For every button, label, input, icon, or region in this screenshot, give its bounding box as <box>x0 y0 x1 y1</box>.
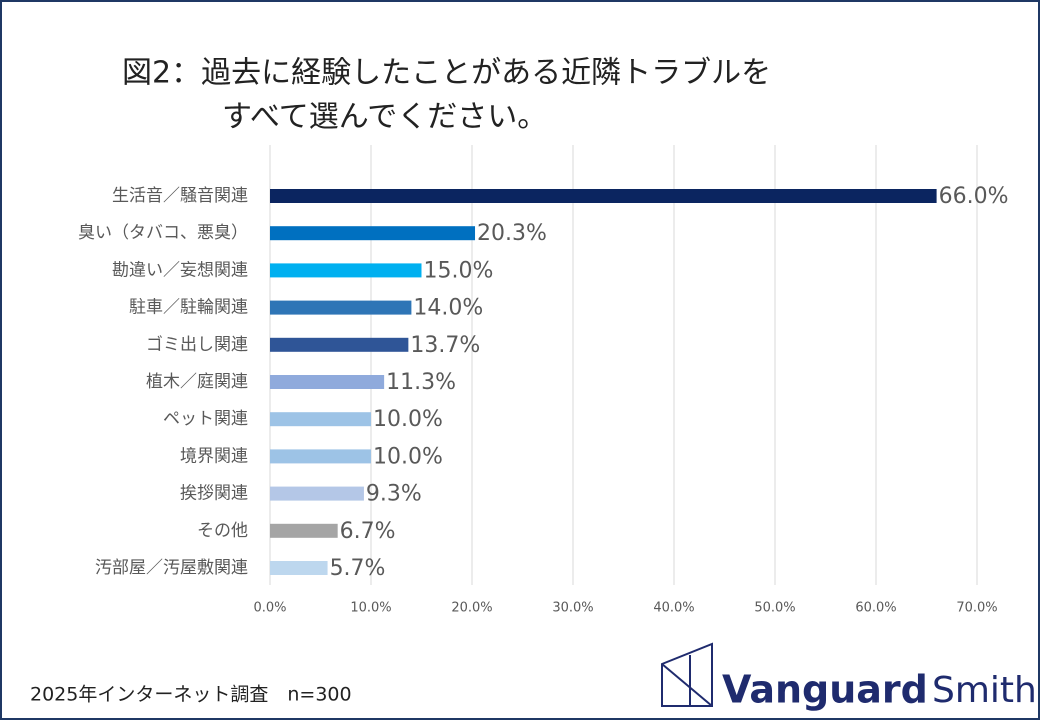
y-tick-label: 植木／庭関連 <box>146 372 248 392</box>
y-tick-label: 生活音／騒音関連 <box>112 186 248 206</box>
value-label: 15.0% <box>424 258 494 283</box>
value-label: 10.0% <box>373 407 443 432</box>
y-tick-label: 勘違い／妄想関連 <box>112 260 248 280</box>
bar <box>270 337 409 352</box>
x-tick-label: 10.0% <box>350 601 391 616</box>
value-label: 14.0% <box>413 296 483 321</box>
chart-title: すべて選んでください。 <box>222 100 547 135</box>
logo-icon <box>661 642 713 707</box>
y-tick-label: 挨拶関連 <box>180 484 248 504</box>
bar <box>270 523 338 538</box>
x-tick-label: 0.0% <box>253 601 286 616</box>
logo-icon <box>661 663 713 707</box>
bar <box>270 226 476 241</box>
bar <box>270 449 371 464</box>
bar <box>270 375 385 389</box>
value-label: 5.7% <box>330 556 386 581</box>
value-label: 11.3% <box>386 370 456 395</box>
value-label: 20.3% <box>477 221 547 246</box>
bar <box>270 263 422 278</box>
logo-text: Vanguard <box>722 668 928 712</box>
y-tick-label: ペット関連 <box>163 409 248 429</box>
value-label: 13.7% <box>410 333 480 358</box>
x-tick-label: 20.0% <box>451 601 492 616</box>
logo: Vanguard Smith <box>661 642 1037 712</box>
y-tick-label: 汚部屋／汚屋敷関連 <box>95 558 248 578</box>
bar <box>270 300 412 315</box>
chart-title: 図2：過去に経験したことがある近隣トラブルを <box>122 56 771 91</box>
logo-text: Smith <box>932 670 1037 711</box>
bar <box>270 189 937 203</box>
x-tick-label: 30.0% <box>552 601 593 616</box>
y-tick-label: 駐車／駐輪関連 <box>129 298 248 318</box>
x-tick-label: 70.0% <box>956 601 997 616</box>
y-tick-label: 境界関連 <box>180 446 248 466</box>
x-tick-label: 50.0% <box>754 601 795 616</box>
value-label: 6.7% <box>340 519 396 544</box>
bar <box>270 486 364 501</box>
x-tick-label: 40.0% <box>653 601 694 616</box>
y-tick-label: 臭い（タバコ、悪臭） <box>78 223 248 243</box>
footer: 2025年インターネット調査 n=300 <box>30 684 352 706</box>
bar <box>270 561 328 575</box>
value-label: 10.0% <box>373 444 443 469</box>
y-tick-label: その他 <box>197 521 248 541</box>
y-tick-label: ゴミ出し関連 <box>146 334 248 355</box>
x-tick-label: 60.0% <box>855 601 896 616</box>
value-label: 66.0% <box>939 184 1009 209</box>
value-label: 9.3% <box>366 482 422 507</box>
bar <box>270 412 371 427</box>
